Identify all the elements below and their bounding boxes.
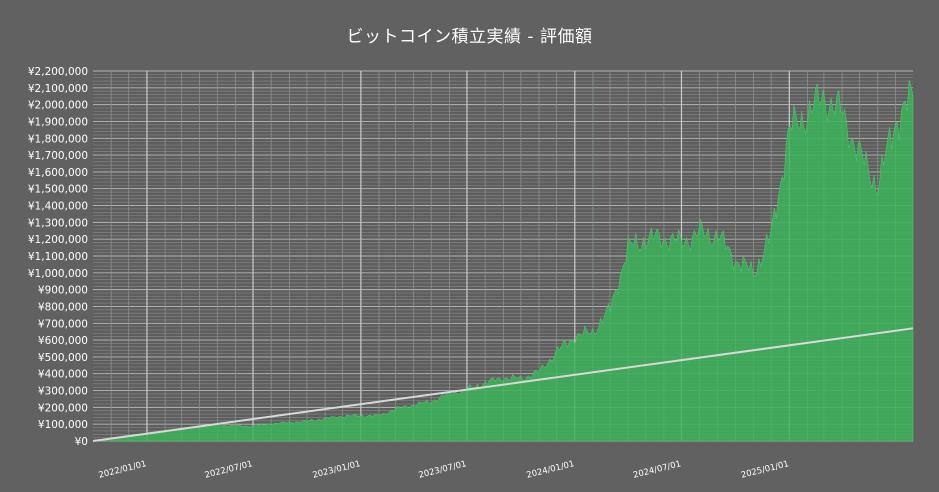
- y-tick-label: ¥900,000: [38, 285, 88, 297]
- y-tick-label: ¥0: [75, 436, 88, 448]
- y-tick-label: ¥1,500,000: [28, 184, 88, 196]
- y-tick-label: ¥400,000: [38, 369, 88, 381]
- y-tick-label: ¥600,000: [38, 335, 88, 347]
- y-tick-label: ¥800,000: [38, 301, 88, 313]
- x-tick-label: 2024/01/01: [526, 459, 576, 481]
- y-tick-label: ¥1,800,000: [28, 133, 88, 145]
- y-tick-label: ¥1,600,000: [28, 167, 88, 179]
- y-tick-label: ¥700,000: [38, 318, 88, 330]
- y-tick-label: ¥1,400,000: [28, 201, 88, 213]
- investment-line: [92, 327, 914, 442]
- x-tick-label: 2022/07/01: [204, 459, 254, 481]
- y-tick-label: ¥2,200,000: [28, 66, 88, 78]
- y-tick-label: ¥2,000,000: [28, 100, 88, 112]
- x-tick-label: 2022/01/01: [98, 459, 148, 481]
- y-axis-ticks: ¥0 ¥100,000 ¥200,000 ¥300,000 ¥400,000 ¥500,0…: [28, 66, 88, 448]
- y-tick-label: ¥1,900,000: [28, 116, 88, 128]
- y-tick-label: ¥200,000: [38, 402, 88, 414]
- y-tick-label: ¥1,000,000: [28, 268, 88, 280]
- y-tick-label: ¥500,000: [38, 352, 88, 364]
- investment-line-group: [92, 327, 914, 442]
- chart-title: ビットコイン積立実績 - 評価額: [346, 27, 593, 47]
- valuation-area-path: [92, 79, 914, 442]
- y-tick-label: ¥300,000: [38, 386, 88, 398]
- y-tick-label: ¥1,100,000: [28, 251, 88, 263]
- y-tick-label: ¥1,200,000: [28, 234, 88, 246]
- y-tick-label: ¥1,300,000: [28, 217, 88, 229]
- x-axis-ticks: 2022/01/01 2022/07/01 2023/01/01 2023/07/01…: [98, 459, 790, 481]
- y-tick-label: ¥1,700,000: [28, 150, 88, 162]
- x-tick-label: 2023/07/01: [418, 459, 468, 481]
- x-tick-label: 2023/01/01: [312, 459, 362, 481]
- y-tick-label: ¥100,000: [38, 419, 88, 431]
- y-tick-label: ¥2,100,000: [28, 83, 88, 95]
- x-tick-label: 2024/07/01: [632, 459, 682, 481]
- x-tick-label: 2025/01/01: [740, 459, 790, 481]
